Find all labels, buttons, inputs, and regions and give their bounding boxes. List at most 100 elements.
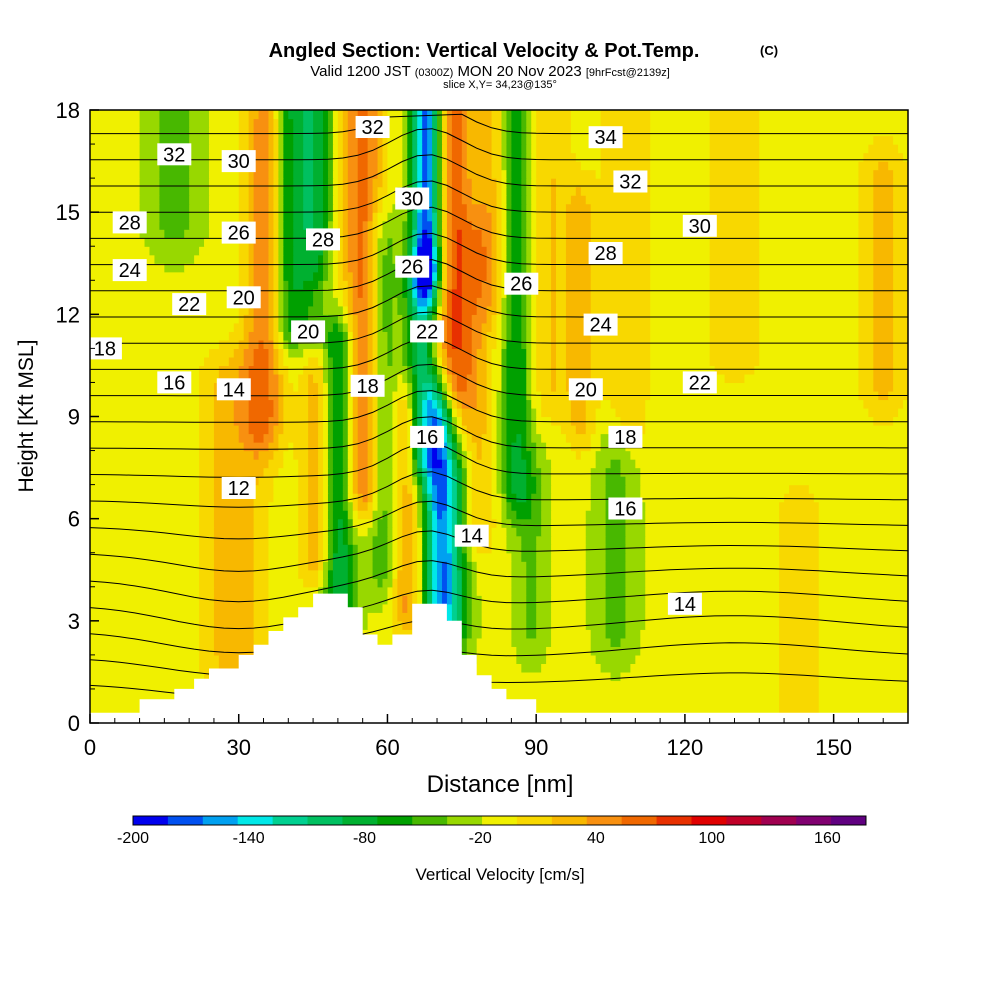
velocity-cell — [412, 399, 418, 409]
velocity-cell — [313, 271, 324, 281]
velocity-cell — [392, 501, 398, 511]
velocity-cell — [347, 569, 354, 579]
velocity-cell — [531, 501, 542, 511]
velocity-cell — [511, 144, 522, 154]
velocity-cell — [323, 118, 329, 128]
velocity-cell — [213, 518, 255, 528]
velocity-cell — [199, 416, 215, 426]
velocity-cell — [536, 586, 552, 596]
velocity-cell — [377, 348, 389, 358]
velocity-cell — [491, 476, 498, 486]
velocity-cell — [357, 212, 369, 222]
velocity-cell — [446, 348, 473, 358]
velocity-cell — [208, 118, 240, 128]
velocity-cell — [437, 518, 448, 528]
velocity-cell — [858, 339, 874, 349]
velocity-cell — [367, 331, 374, 341]
velocity-cell — [496, 254, 503, 264]
velocity-cell — [199, 382, 215, 392]
velocity-cell — [283, 271, 294, 281]
theta-contour-line — [90, 113, 908, 135]
velocity-cell — [412, 144, 418, 154]
velocity-cell — [893, 237, 908, 247]
velocity-cell — [709, 254, 760, 264]
velocity-cell — [253, 322, 270, 332]
velocity-cell — [471, 467, 493, 477]
velocity-cell — [268, 203, 275, 213]
velocity-cell — [863, 152, 904, 162]
velocity-cell — [441, 433, 448, 443]
velocity-cell — [556, 186, 577, 196]
velocity-cell — [347, 127, 359, 137]
velocity-cell — [893, 254, 908, 264]
velocity-cell — [471, 314, 488, 324]
velocity-cell — [367, 212, 374, 222]
velocity-cell — [451, 203, 468, 213]
velocity-cell — [451, 399, 458, 409]
velocity-cell — [372, 561, 389, 571]
velocity-cell — [243, 331, 250, 341]
velocity-cell — [90, 484, 200, 494]
velocity-cell — [427, 348, 433, 358]
velocity-cell — [352, 314, 359, 324]
velocity-cell — [437, 220, 443, 230]
velocity-cell — [565, 365, 592, 375]
velocity-cell — [491, 535, 508, 545]
velocity-cell — [303, 195, 314, 205]
velocity-cell — [650, 110, 711, 120]
velocity-cell — [268, 544, 299, 554]
velocity-cell — [446, 399, 453, 409]
velocity-cell — [288, 280, 294, 290]
velocity-cell — [263, 467, 279, 477]
velocity-cell — [278, 339, 284, 349]
theta-label-text: 32 — [361, 117, 383, 139]
x-axis: 0 30 60 90 120 150 — [84, 714, 909, 760]
velocity-cell — [427, 399, 433, 409]
velocity-cell — [461, 322, 473, 332]
velocity-cell — [347, 297, 354, 307]
velocity-cell — [709, 195, 760, 205]
velocity-cell — [898, 144, 908, 154]
velocity-cell — [476, 399, 488, 409]
velocity-cell — [427, 212, 433, 222]
velocity-cell — [526, 195, 532, 205]
velocity-cell — [253, 629, 270, 639]
velocity-cell — [392, 603, 398, 613]
velocity-cell — [367, 271, 374, 281]
velocity-cell — [323, 246, 329, 256]
velocity-cell — [342, 246, 349, 256]
velocity-cell — [283, 373, 289, 384]
velocity-cell — [432, 271, 438, 281]
velocity-cell — [407, 297, 413, 307]
velocity-cell — [268, 459, 284, 469]
velocity-cell — [327, 263, 334, 273]
velocity-cell — [303, 178, 314, 188]
velocity-cell — [451, 586, 458, 596]
velocity-cell — [238, 305, 250, 315]
velocity-cell — [620, 433, 908, 443]
velocity-cell — [139, 178, 161, 188]
velocity-cell — [323, 186, 329, 196]
velocity-cell — [332, 407, 344, 418]
velocity-cell — [640, 467, 908, 477]
velocity-cell — [565, 322, 592, 332]
velocity-cell — [268, 365, 275, 375]
velocity-cell — [818, 697, 908, 707]
velocity-cell — [625, 442, 908, 452]
velocity-cell — [441, 186, 448, 196]
theta-label-text: 22 — [689, 372, 711, 394]
velocity-cell — [461, 680, 780, 690]
velocity-cell — [541, 501, 552, 511]
velocity-cell — [293, 135, 304, 145]
velocity-cell — [501, 459, 508, 469]
velocity-cell — [451, 322, 463, 332]
velocity-cell — [387, 527, 394, 537]
velocity-cell — [278, 237, 284, 247]
velocity-cell — [590, 297, 651, 307]
theta-label-box — [395, 255, 430, 278]
velocity-cell — [893, 288, 908, 298]
velocity-cell — [313, 118, 324, 128]
velocity-cell — [491, 314, 498, 324]
velocity-cell — [456, 459, 463, 469]
velocity-cell — [437, 544, 448, 554]
